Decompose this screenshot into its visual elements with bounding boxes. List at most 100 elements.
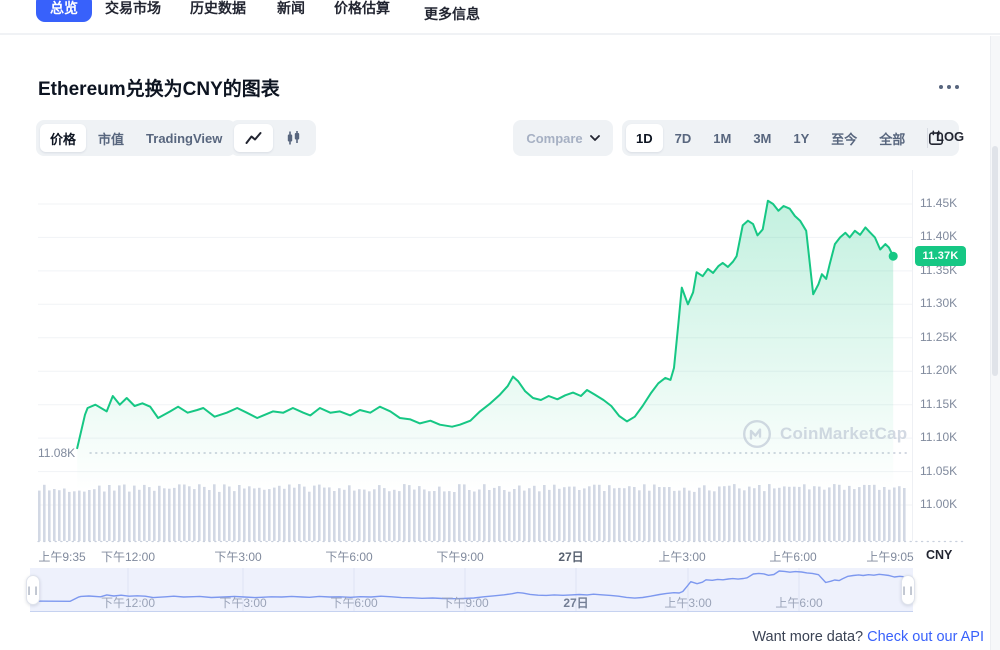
x-axis-label: 上午3:00 [658,550,706,564]
volume-bar [68,491,71,541]
compare-dropdown[interactable]: Compare [513,120,613,156]
navigator-left-handle[interactable]: | | [26,575,40,605]
y-axis-label: 11.15K [920,396,958,411]
volume-bar [883,487,886,541]
volume-bar [868,485,871,541]
y-axis-label: 11.40K [920,229,958,244]
volume-bar [83,491,86,541]
volume-bar [843,489,846,541]
range-全部[interactable]: 全部 [869,124,915,152]
volume-bar [518,485,521,541]
nav-tab-3[interactable]: 历史数据 [190,0,246,16]
volume-bar [378,485,381,541]
volume-bar [408,485,411,541]
volume-bar [138,489,141,541]
volume-bar [753,488,756,541]
volume-bar [613,488,616,541]
range-3M[interactable]: 3M [743,124,781,152]
volume-bar [243,488,246,541]
nav-tab-2[interactable]: 交易市场 [105,0,161,16]
volume-bar [498,486,501,541]
session-open-label: 11.08K [38,446,76,460]
volume-bar [238,485,241,541]
volume-bar [443,491,446,541]
volume-bar [733,484,736,541]
navigator-right-handle[interactable]: | | [901,575,915,605]
range-1M[interactable]: 1M [703,124,741,152]
x-axis-label: 下午6:00 [325,550,373,564]
navigator-axis-label: 下午12:00 [100,596,156,610]
volume-bar [98,485,101,541]
api-prompt-text: Want more data? [752,629,864,645]
volume-bar [53,489,56,541]
scrollbar-thumb[interactable] [992,146,998,376]
volume-bar [838,484,841,541]
y-axis-label: 11.00K [920,497,958,511]
volume-bar [603,491,606,541]
nav-tab-4[interactable]: 新闻 [277,0,305,16]
volume-bar [643,484,646,541]
toolbar-divider [927,128,928,148]
page-title: Ethereum兑换为CNY的图表 [38,79,280,100]
volume-bar [713,491,716,541]
volume-bar [148,487,151,541]
chart-type-toggle-group [230,120,316,156]
volume-bar [158,485,161,541]
volume-bar [178,484,181,541]
nav-tab-5[interactable]: 价格估算 [334,0,390,16]
price-line [76,199,895,450]
range-1D[interactable]: 1D [626,124,663,152]
volume-bar [223,484,226,541]
volume-bar [393,489,396,541]
volume-bar [313,485,316,541]
scrollbar-track[interactable] [990,36,1000,650]
volume-bar [658,487,661,541]
range-1Y[interactable]: 1Y [783,124,819,152]
volume-bar [508,491,511,541]
more-options-button[interactable] [936,82,962,92]
y-axis-label: 11.35K [920,262,958,277]
volume-bar [353,490,356,541]
navigator-axis-label: 27日 [563,596,589,610]
range-至今[interactable]: 至今 [821,124,867,152]
nav-tab-1[interactable]: 总览 [36,0,92,22]
calendar-button[interactable] [917,124,955,152]
metric-tab-市值[interactable]: 市值 [88,124,134,152]
x-axis-label: 下午12:00 [100,550,156,564]
volume-bar [488,490,491,541]
volume-bar [48,490,51,541]
volume-bar [298,484,301,541]
line-chart-button[interactable] [234,124,273,152]
volume-bar [428,491,431,541]
metric-tab-TradingView[interactable]: TradingView [136,124,232,152]
candlestick-chart-button[interactable] [275,124,312,152]
volume-bar [548,489,551,541]
volume-bar [123,484,126,541]
log-scale-button[interactable]: LOG [936,129,965,144]
range-7D[interactable]: 7D [665,124,702,152]
api-link[interactable]: Check out our API [867,629,984,645]
volume-bar [888,489,891,541]
volume-bar [228,486,231,541]
coin-page-tabs: 总览 交易市场 历史数据 新闻 价格估算 更多信息 [0,0,1000,35]
volume-bar [213,484,216,541]
x-axis-label: 上午9:05 [866,550,914,564]
volume-bar [778,487,781,541]
volume-bar [448,491,451,541]
volume-bar [598,484,601,541]
volume-bar [623,488,626,541]
volume-bar [133,485,136,541]
volume-bar [183,484,186,541]
volume-bar [698,487,701,541]
volume-bar [898,486,901,541]
volume-bar [828,487,831,541]
metric-tab-价格[interactable]: 价格 [40,124,87,152]
x-axis-label: 下午3:00 [214,550,262,564]
nav-tab-6[interactable]: 更多信息 [424,6,480,22]
volume-bar [853,489,856,541]
volume-bar [858,487,861,541]
volume-bar [788,486,791,541]
candlestick-chart-icon [287,131,300,145]
volume-bar [763,491,766,541]
